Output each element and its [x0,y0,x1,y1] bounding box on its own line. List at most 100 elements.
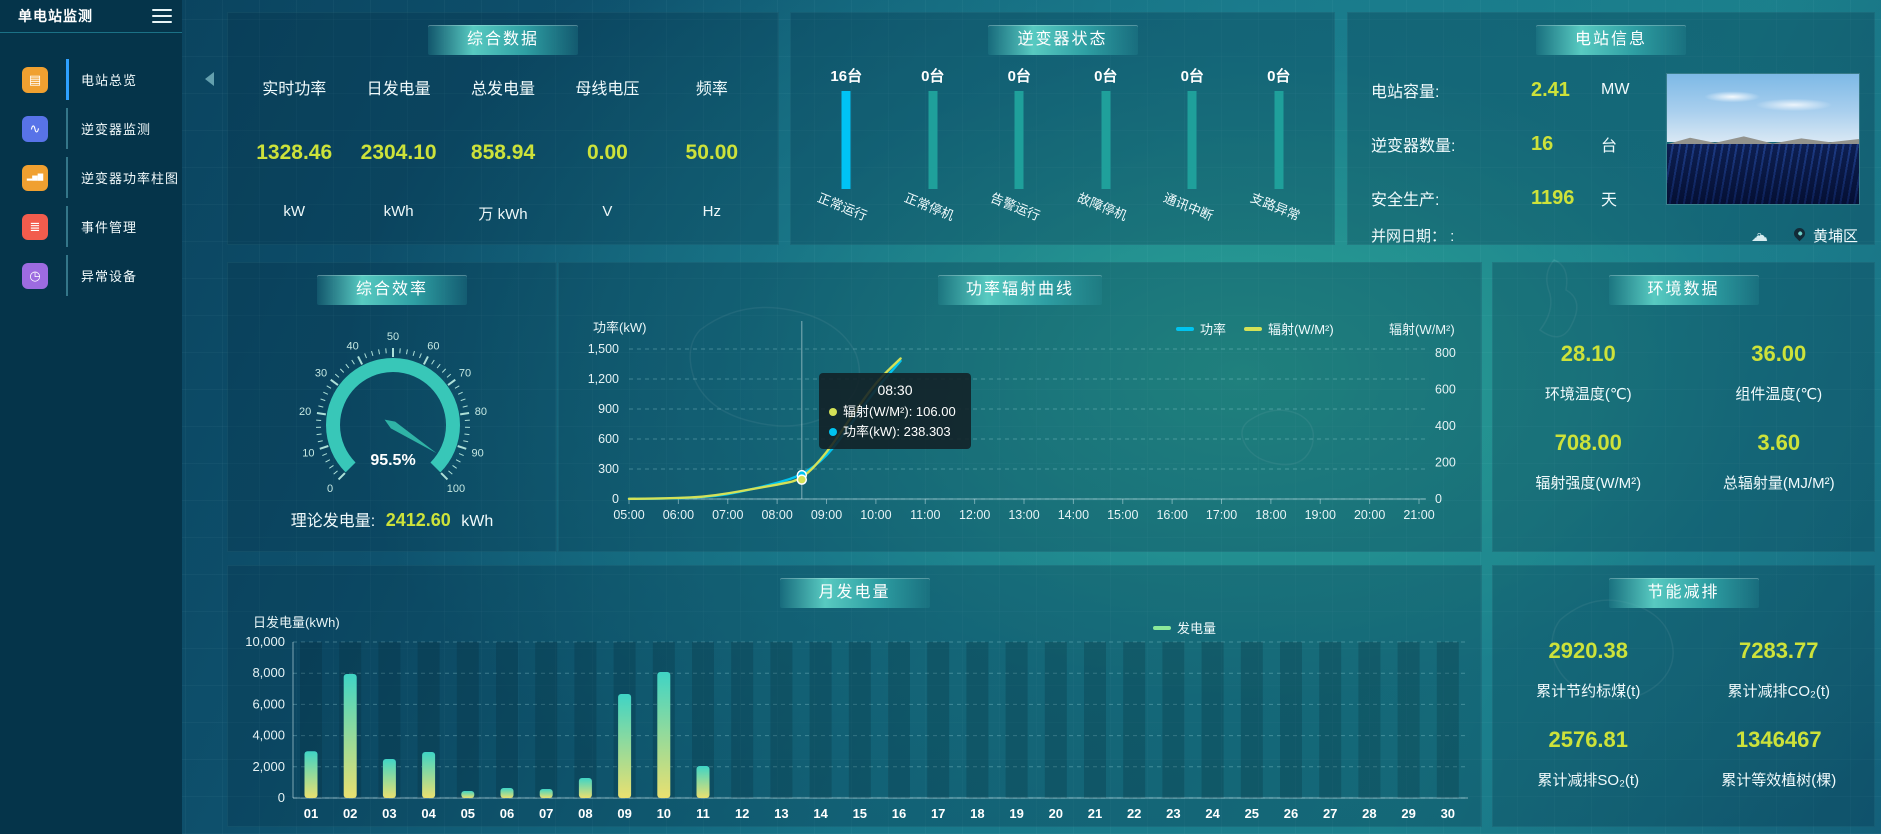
status-count: 16台 [830,68,863,85]
sidebar-item-label: 电站总览 [81,73,138,88]
status-bar [841,91,851,189]
tooltip-power-value: 功率(kW): 238.303 [843,423,951,439]
metric-unit: 万 kWh [478,206,528,223]
metric-value: 36.00 [1751,341,1807,366]
svg-text:23: 23 [1166,806,1180,821]
tooltip-dot-power [829,427,837,436]
svg-text:16:00: 16:00 [1156,508,1187,522]
info-label: 逆变器数量: [1371,138,1456,155]
sidebar-item-label: 事件管理 [81,220,138,235]
panel-title: 环境数据 [1608,275,1759,305]
sidebar-item-abnormal-devices[interactable]: ◷ 异常设备 [0,251,182,300]
info-unit: 天 [1601,192,1618,209]
power-radiation-chart[interactable]: 1,500 1,200 900 600 300 0 800 600 400 200 0 05:00 06… [559,263,1483,553]
metric-total-radiation: 3.60 总辐射量(MJ/M²) [1684,430,1875,493]
metric-value: 708.00 [1554,430,1622,455]
panel-collapse-arrow-icon[interactable] [205,72,214,86]
metric-label: 累计节约标煤(t) [1536,683,1641,700]
panel-title: 综合效率 [317,275,467,305]
svg-text:2,000: 2,000 [252,759,285,774]
info-unit: 台 [1601,138,1618,155]
hamburger-menu-icon[interactable] [152,9,172,23]
metric-value: 1346467 [1735,727,1822,752]
station-photo [1666,73,1860,205]
weather-cloud-icon: ☁? [1750,226,1768,245]
svg-text:600: 600 [598,432,619,446]
abnormal-device-icon: ◷ [22,262,48,289]
svg-text:26: 26 [1284,806,1298,821]
panel-energy-savings: 节能减排 2920.38 累计节约标煤(t) 7283.77 累计减排CO₂(t… [1492,565,1875,827]
svg-text:07: 07 [539,806,553,821]
svg-text:19: 19 [1009,806,1023,821]
svg-text:400: 400 [1435,419,1456,433]
power-chart-legend[interactable]: 功率 辐射(W/M²) [1176,319,1334,338]
panel-title: 功率辐射曲线 [937,275,1103,305]
svg-text:12: 12 [735,806,749,821]
tooltip-radiation-value: 辐射(W/M²): 106.00 [843,403,956,419]
monthly-generation-chart[interactable]: 10,000 8,000 6,000 4,000 2,000 0 01 02 03 04 05 06 0… [228,566,1483,828]
theory-unit: kWh [461,513,494,530]
panel-environment: 环境数据 28.10 环境温度(℃) 36.00 组件温度(℃) 708.00 … [1492,262,1875,552]
metric-coal-saved: 2920.38 累计节约标煤(t) [1493,638,1684,701]
monthly-y-axis-name: 日发电量(kWh) [253,615,340,630]
generation-legend-dash [1153,625,1171,630]
metric-irradiance: 708.00 辐射强度(W/M²) [1493,430,1684,493]
station-info-footer: 并网日期： : ☁? 黄埔区 [1371,225,1858,246]
svg-text:0: 0 [612,492,619,506]
metric-label: 总辐射量(MJ/M²) [1722,475,1835,492]
info-unit: MW [1601,81,1630,98]
svg-text:17:00: 17:00 [1206,508,1237,522]
svg-text:16: 16 [892,806,906,821]
power-legend-label: 功率 [1200,322,1227,337]
panel-title: 节能减排 [1608,578,1759,608]
sidebar-item-inverter-power-bars[interactable]: ▂▅▇ 逆变器功率柱图 [0,153,182,202]
svg-text:13: 13 [774,806,788,821]
sidebar-item-event-management[interactable]: ≣ 事件管理 [0,202,182,251]
metric-label: 累计减排CO₂(t) [1727,683,1830,700]
environment-metrics: 28.10 环境温度(℃) 36.00 组件温度(℃) 708.00 辐射强度(… [1493,315,1874,493]
sidebar-item-label: 异常设备 [81,269,138,284]
svg-text:95.5%: 95.5% [370,452,415,469]
svg-text:11: 11 [696,806,710,821]
svg-text:06: 06 [500,806,514,821]
svg-text:02: 02 [343,806,357,821]
metric-value: 858.94 [470,141,536,164]
svg-text:40: 40 [346,341,358,353]
svg-text:60: 60 [427,341,439,353]
svg-text:24: 24 [1205,806,1220,821]
svg-text:10: 10 [302,448,314,460]
theory-label: 理论发电量: [290,513,376,530]
svg-text:06:00: 06:00 [663,508,694,522]
event-management-icon: ≣ [22,213,48,240]
svg-text:30: 30 [315,368,327,380]
svg-text:09:00: 09:00 [811,508,842,522]
efficiency-gauge[interactable]: 0 10 20 30 40 50 60 70 80 90 100 95.5% [293,325,493,525]
power-legend-dash [1176,326,1194,331]
status-count: 0台 [1007,68,1031,85]
metric-value: 2304.10 [360,141,437,164]
metric-label: 实时功率 [262,81,327,98]
svg-text:15: 15 [853,806,867,821]
theory-generation-row: 理论发电量: 2412.60 kWh [228,507,556,531]
status-bar [1101,91,1111,189]
sidebar-item-label: 逆变器功率柱图 [81,171,180,186]
metric-label: 累计减排SO₂(t) [1537,772,1640,789]
metric-total-generation: 总发电量 858.94 万 kWh [451,65,555,224]
metric-label: 辐射强度(W/M²) [1535,475,1642,492]
metric-co2-reduced: 7283.77 累计减排CO₂(t) [1684,638,1875,701]
sidebar-nav: ▤ 电站总览 ∿ 逆变器监测 ▂▅▇ 逆变器功率柱图 ≣ 事件管理 ◷ [0,33,182,300]
metric-realtime-power: 实时功率 1328.46 kW [242,65,346,224]
divider [66,206,68,247]
sidebar-header: 单电站监测 [0,0,182,33]
monthly-legend[interactable]: 发电量 [1153,618,1216,637]
sidebar-item-station-overview[interactable]: ▤ 电站总览 [0,55,182,104]
tooltip-time: 08:30 [877,382,913,398]
info-value: 2.41 [1531,78,1570,101]
svg-text:80: 80 [475,406,487,418]
panel-station-info: 电站信息 电站容量: 2.41 MW 逆变器数量: 16 台 安全生产: 119… [1347,12,1875,245]
info-label: 电站容量: [1371,84,1440,101]
svg-text:70: 70 [459,368,471,380]
svg-text:18: 18 [970,806,984,821]
metric-value: 2576.81 [1548,727,1629,752]
sidebar-item-inverter-monitor[interactable]: ∿ 逆变器监测 [0,104,182,153]
